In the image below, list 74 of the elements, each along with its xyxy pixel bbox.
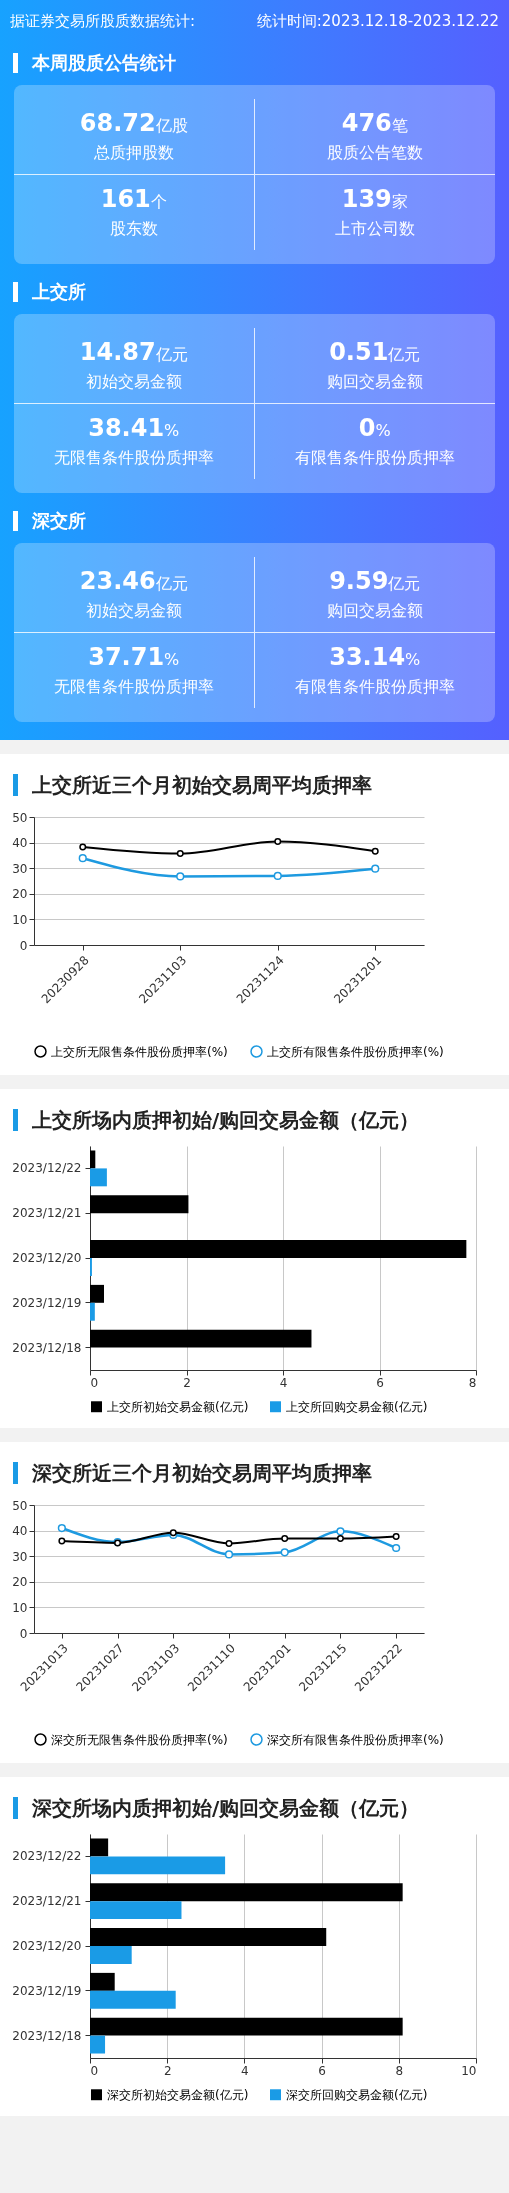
y-tick-label: 2023/12/21 (12, 1894, 82, 1909)
text: 37.71% (88, 643, 180, 671)
y-tick-label: 30 (12, 1549, 28, 1564)
y-tick-label: 2023/12/20 (12, 1251, 82, 1265)
text: 有限售条件股份质押率 (293, 677, 456, 698)
text: 股质公告笔数 (325, 143, 424, 164)
x-tick-label: 2 (163, 2063, 172, 2078)
y-tick-label: 2023/12/21 (12, 1206, 82, 1221)
x-tick-label: 8 (468, 1375, 477, 1390)
x-tick-label: 6 (318, 2063, 326, 2078)
text: 33.14% (329, 643, 421, 671)
y-tick-label: 2023/12/19 (12, 1295, 82, 1310)
legend-label: 上交所有限售条件股份质押率(%) (267, 1044, 444, 1059)
y-tick-label: 2023/12/19 (12, 1983, 82, 1998)
legend-label: 上交所回购交易金额(亿元) (286, 1399, 428, 1414)
text: 深交所 (13, 510, 496, 531)
text: 上市公司数 (333, 219, 416, 240)
text: 统计时间:2023.12.18-2023.12.22 (256, 12, 499, 31)
chart-title: 深交所近三个月初始交易周平均质押率 (13, 1461, 496, 1485)
text: 139家 (341, 185, 408, 213)
text: 68.72亿股 (79, 109, 188, 137)
x-tick-label: 2 (183, 1375, 191, 1390)
y-tick-label: 20 (12, 887, 28, 902)
y-tick-label: 50 (12, 1498, 28, 1513)
legend-label: 深交所无限售条件股份质押率(%) (51, 1732, 228, 1747)
chart-title: 上交所场内质押初始/购回交易金额（亿元） (13, 1108, 496, 1132)
legend-label: 深交所有限售条件股份质押率(%) (267, 1732, 444, 1747)
x-tick-label: 0 (90, 2063, 99, 2078)
x-tick-label: 4 (279, 1375, 288, 1390)
y-tick-label: 10 (12, 912, 28, 927)
y-tick-label: 20 (12, 1575, 28, 1590)
text: 23.46亿元 (79, 567, 188, 595)
y-tick-label: 40 (12, 1524, 28, 1539)
y-tick-label: 2023/12/22 (12, 1161, 82, 1176)
chart-title: 上交所近三个月初始交易周平均质押率 (13, 773, 496, 797)
y-tick-label: 2023/12/18 (12, 2028, 82, 2043)
legend-label: 上交所无限售条件股份质押率(%) (51, 1044, 228, 1059)
text: 9.59亿元 (329, 567, 421, 595)
text: 无限售条件股份质押率 (52, 677, 215, 698)
text: 购回交易金额 (325, 601, 424, 622)
y-tick-label: 0 (19, 938, 28, 953)
text: 38.41% (88, 414, 180, 442)
chart-title: 深交所场内质押初始/购回交易金额（亿元） (13, 1796, 496, 1820)
text: 476笔 (341, 109, 408, 137)
text: 上交所 (13, 281, 496, 302)
text: 购回交易金额 (325, 372, 424, 393)
text: 本周股质公告统计 (13, 52, 496, 73)
x-tick-label: 6 (376, 1375, 384, 1390)
y-tick-label: 2023/12/22 (12, 1849, 82, 1864)
legend-label: 上交所初始交易金额(亿元) (107, 1399, 249, 1414)
x-tick-label: 4 (241, 2063, 249, 2078)
y-tick-label: 2023/12/20 (12, 1939, 82, 1953)
text: 无限售条件股份质押率 (52, 448, 215, 469)
text: 有限售条件股份质押率 (293, 448, 456, 469)
text: 0.51亿元 (329, 338, 421, 366)
y-tick-label: 10 (12, 1600, 28, 1615)
text: 股东数 (108, 219, 159, 240)
y-tick-label: 2023/12/18 (12, 1340, 82, 1355)
x-tick-label: 0 (90, 1375, 99, 1390)
x-tick-label: 10 (461, 2063, 477, 2078)
text: 初始交易金额 (84, 601, 183, 622)
y-tick-label: 50 (12, 810, 28, 825)
text: 14.87亿元 (79, 338, 188, 366)
text: 初始交易金额 (84, 372, 183, 393)
y-tick-label: 40 (12, 836, 28, 851)
text: 据证券交易所股质数据统计: (10, 12, 196, 31)
text: 0% (358, 414, 391, 442)
text: 总质押股数 (92, 143, 175, 164)
x-tick-label: 8 (395, 2063, 404, 2078)
y-tick-label: 30 (12, 861, 28, 876)
legend-label: 深交所回购交易金额(亿元) (286, 2087, 428, 2102)
legend-label: 深交所初始交易金额(亿元) (107, 2087, 249, 2102)
y-tick-label: 0 (19, 1626, 28, 1641)
text: 161个 (100, 185, 167, 213)
